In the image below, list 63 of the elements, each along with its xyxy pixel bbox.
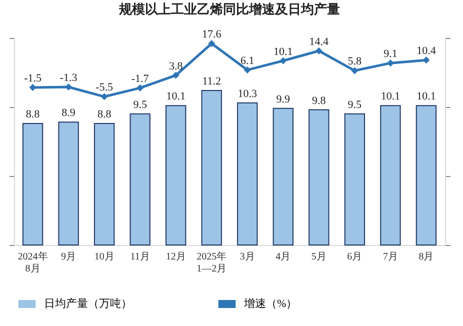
data-label: 10.1 [416, 90, 436, 103]
data-label: 9.5 [133, 98, 148, 111]
data-label: 14.4 [309, 36, 330, 48]
data-label: -5.5 [96, 82, 114, 94]
data-label: 5.8 [348, 56, 362, 68]
legend-label: 增速（%） [243, 297, 298, 310]
x-tick-label: 2024年 8月 [18, 250, 48, 274]
data-label: 10.1 [166, 90, 186, 103]
point [100, 93, 108, 100]
x-tick-label: 11月 [130, 252, 150, 262]
data-label: 9.8 [312, 94, 326, 107]
data-label: 10.1 [274, 46, 293, 58]
x-tick-label: 5月 [311, 252, 326, 262]
bar [308, 109, 330, 246]
bar [237, 102, 258, 246]
bar [416, 105, 437, 246]
point [315, 47, 322, 54]
data-label: 8.8 [26, 108, 40, 121]
bar [272, 108, 294, 246]
data-label: 8.9 [62, 107, 76, 120]
bar [22, 123, 44, 246]
data-label: 10.4 [416, 45, 436, 58]
legend-label: 日均产量（万吨） [44, 297, 132, 310]
point [422, 56, 430, 64]
data-label: -1.5 [24, 72, 42, 84]
point [136, 84, 144, 92]
bar [58, 122, 79, 246]
bar [201, 90, 222, 246]
chart-title: 规模以上工业乙烯同比增速及日均产量 [118, 2, 340, 18]
data-label: 9.9 [276, 93, 291, 106]
point [65, 83, 72, 91]
x-tick-label: 8月 [418, 252, 434, 262]
data-label: -1.3 [60, 72, 78, 84]
data-label: 9.1 [384, 48, 398, 60]
x-tick-label: 4月 [276, 252, 291, 262]
x-tick-label: 3月 [240, 252, 255, 262]
point [244, 66, 251, 74]
data-label: -1.7 [131, 72, 150, 85]
point [172, 72, 180, 79]
bar [130, 113, 150, 246]
point [280, 57, 287, 64]
point [208, 40, 216, 48]
x-tick-label: 9月 [61, 252, 76, 262]
bar [380, 105, 401, 246]
x-tick-label: 6月 [347, 252, 362, 262]
x-tick-label: 2025年 1—2月 [196, 250, 227, 274]
point [29, 84, 36, 91]
data-label: 6.1 [240, 54, 254, 67]
data-label: 11.2 [202, 75, 222, 88]
data-label: 10.3 [238, 88, 258, 100]
x-tick-label: 10月 [94, 252, 114, 262]
data-label: 9.5 [348, 98, 362, 111]
x-tick-label: 12月 [166, 252, 186, 262]
data-label: 8.8 [97, 108, 112, 121]
bar [344, 113, 366, 246]
data-label: 10.1 [380, 90, 400, 103]
x-tick-label: 7月 [382, 252, 398, 262]
bar [166, 105, 186, 246]
bar [94, 123, 115, 246]
point [386, 60, 394, 67]
data-label: 3.8 [168, 60, 184, 72]
data-label: 17.6 [202, 28, 222, 41]
point [351, 67, 358, 74]
